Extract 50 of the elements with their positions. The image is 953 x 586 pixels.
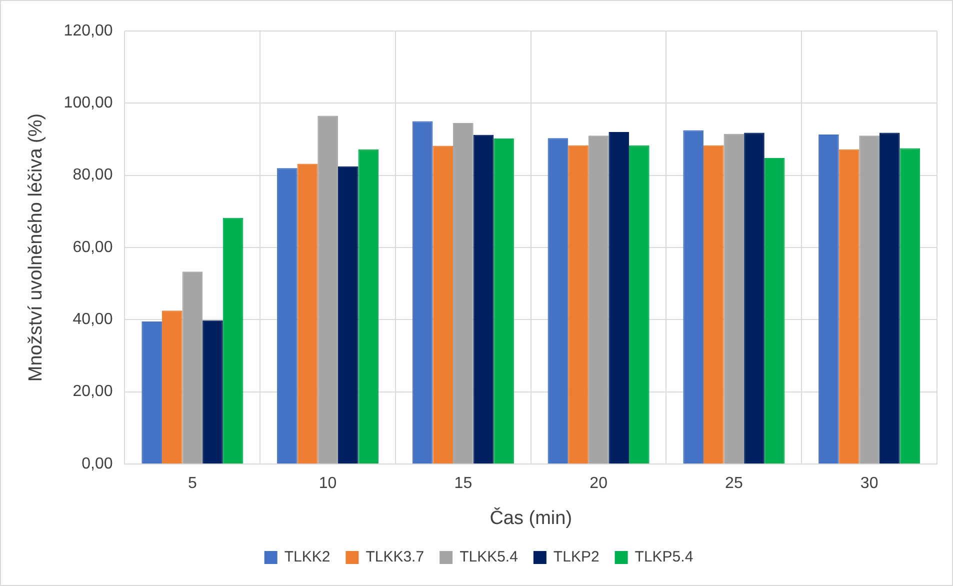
bar [202, 320, 223, 464]
bar [764, 158, 785, 464]
bar [744, 132, 764, 464]
bar [879, 132, 900, 464]
legend-label: TLKP2 [553, 548, 600, 566]
bar [900, 148, 920, 464]
bar [358, 149, 379, 464]
bar [318, 116, 338, 464]
y-tick-label: 60,00 [72, 238, 113, 256]
bar [222, 218, 244, 464]
x-tick-label: 10 [318, 475, 337, 492]
bar [859, 136, 880, 464]
bar [629, 145, 650, 464]
bar [818, 134, 839, 464]
bar [473, 134, 494, 464]
bar [432, 146, 454, 464]
bar [703, 145, 724, 464]
bar [838, 149, 860, 464]
bar [297, 164, 318, 464]
y-tick-label: 120,00 [64, 22, 113, 40]
y-tick-label: 0,00 [82, 455, 113, 472]
x-axis-title: Čas (min) [490, 506, 572, 529]
x-tick-label: 20 [590, 475, 608, 492]
y-tick-label: 20,00 [72, 383, 113, 400]
y-tick-label: 100,00 [64, 94, 113, 112]
y-tick-label: 80,00 [72, 166, 113, 184]
bar [453, 123, 474, 464]
x-tick-label: 5 [188, 475, 197, 492]
legend-label: TLKP5.4 [634, 548, 694, 566]
bar [277, 168, 298, 464]
bar [338, 166, 358, 464]
bar [568, 145, 588, 464]
bar [683, 130, 704, 464]
x-tick-label: 15 [454, 475, 472, 492]
x-tick-label: 30 [860, 475, 878, 492]
bar [162, 310, 182, 464]
bar [548, 138, 568, 464]
bar [724, 134, 744, 464]
bar [494, 138, 514, 464]
legend-label: TLKK2 [284, 548, 330, 566]
bar [412, 121, 433, 464]
y-tick-label: 40,00 [72, 311, 113, 328]
y-axis-title: Množství uvolněného léčiva (%) [26, 113, 47, 382]
legend-label: TLKK3.7 [366, 548, 424, 566]
bar [142, 321, 162, 464]
bar [608, 132, 630, 464]
legend-label: TLKK5.4 [460, 548, 518, 566]
bar [182, 272, 203, 464]
bar [588, 136, 609, 464]
x-tick-label: 25 [725, 475, 743, 492]
